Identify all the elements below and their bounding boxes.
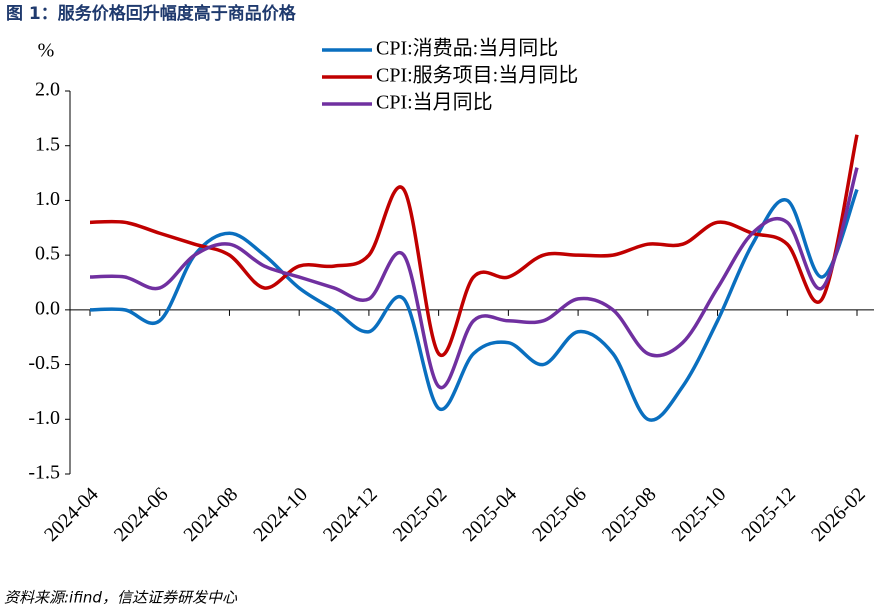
x-tick-label: 2026-02 bbox=[807, 483, 870, 546]
x-tick-label: 2024-10 bbox=[249, 483, 312, 546]
y-tick-label: 2.0 bbox=[35, 79, 60, 101]
y-tick-label: -0.5 bbox=[28, 352, 60, 374]
x-tick-label: 2024-06 bbox=[110, 483, 173, 546]
y-tick-label: -1.0 bbox=[28, 407, 60, 429]
x-tick-label: 2025-06 bbox=[528, 483, 591, 546]
line-series bbox=[89, 188, 859, 422]
x-tick-label: 2025-02 bbox=[389, 483, 452, 546]
y-tick-label: -1.5 bbox=[28, 462, 60, 484]
legend-label: CPI:当月同比 bbox=[376, 91, 493, 114]
line-series bbox=[89, 167, 859, 390]
y-tick-label: 0.0 bbox=[35, 297, 60, 319]
x-tick-label: 2025-04 bbox=[458, 483, 521, 546]
x-tick-label: 2025-12 bbox=[737, 483, 800, 546]
y-tick-label: 1.0 bbox=[35, 188, 60, 210]
x-tick-label: 2025-10 bbox=[668, 483, 731, 546]
y-tick-label: 1.5 bbox=[35, 133, 60, 155]
legend-label: CPI:服务项目:当月同比 bbox=[376, 64, 578, 87]
x-tick-label: 2024-08 bbox=[180, 483, 243, 546]
source: 资料来源:ifind，信达证券研发中心 bbox=[4, 589, 238, 607]
x-tick-label: 2025-08 bbox=[598, 483, 661, 546]
legend-label: CPI:消费品:当月同比 bbox=[376, 37, 558, 60]
x-tick-label: 2024-04 bbox=[40, 483, 103, 546]
y-unit: % bbox=[38, 40, 55, 62]
chart-title: 图 1：服务价格回升幅度高于商品价格 bbox=[6, 3, 297, 24]
x-tick-label: 2024-12 bbox=[319, 483, 382, 546]
y-tick-label: 0.5 bbox=[35, 243, 60, 265]
